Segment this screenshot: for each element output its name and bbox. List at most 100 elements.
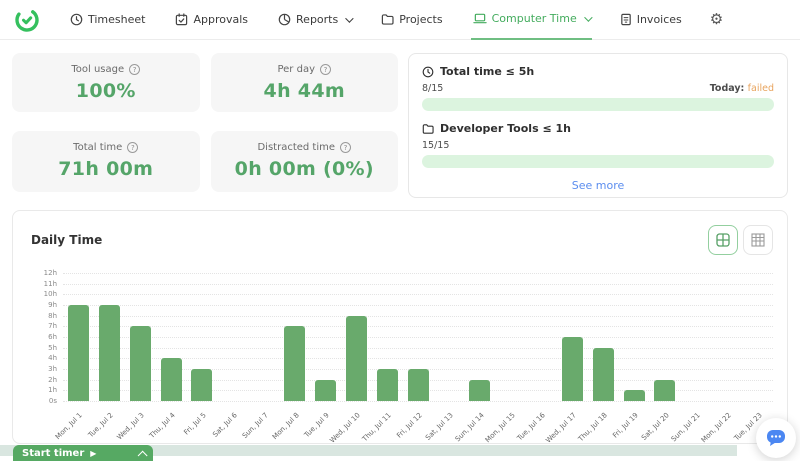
gridline bbox=[63, 358, 773, 360]
y-axis-tick: 1h bbox=[48, 386, 57, 395]
gridline bbox=[63, 273, 773, 274]
see-more-link[interactable]: See more bbox=[571, 179, 625, 192]
help-icon[interactable]: ? bbox=[320, 64, 331, 75]
folder-icon bbox=[422, 123, 434, 134]
nav-label: Invoices bbox=[636, 13, 682, 26]
gridline bbox=[63, 315, 773, 317]
stat-label: Distracted time ? bbox=[211, 142, 399, 153]
y-axis-tick: 11h bbox=[43, 279, 57, 288]
folder-icon bbox=[382, 14, 394, 25]
chart-bar[interactable] bbox=[160, 358, 182, 401]
y-axis-tick: 10h bbox=[43, 290, 57, 299]
nav-label: Reports bbox=[296, 13, 339, 26]
chart-bar[interactable] bbox=[376, 369, 398, 401]
clock-icon bbox=[70, 13, 83, 26]
stat-label-text: Per day bbox=[277, 64, 315, 75]
goal-count: 8/15 bbox=[422, 83, 444, 94]
goal-progress-bar bbox=[422, 155, 774, 168]
chart-view-toggle[interactable] bbox=[708, 225, 738, 255]
goals-panel: Total time ≤ 5h 8/15 Today: failed Devel… bbox=[408, 53, 788, 198]
chart-bar[interactable] bbox=[98, 305, 120, 401]
stat-label: Per day ? bbox=[211, 64, 399, 75]
nav-label: Computer Time bbox=[491, 12, 577, 25]
stat-value: 71h 00m bbox=[58, 158, 154, 180]
nav-item-projects[interactable]: Projects bbox=[379, 0, 444, 40]
chevron-down-icon bbox=[345, 13, 354, 23]
table-view-toggle[interactable] bbox=[743, 225, 773, 255]
stats-grid: Tool usage ? 100% Per day ? 4h 44m Total… bbox=[12, 53, 398, 193]
laptop-icon bbox=[472, 13, 487, 24]
goal-title: Total time ≤ 5h bbox=[422, 65, 774, 78]
y-axis-tick: 0s bbox=[48, 397, 57, 405]
chevron-down-icon bbox=[583, 12, 593, 22]
chart-bar[interactable] bbox=[284, 326, 306, 401]
gear-icon[interactable]: ⚙ bbox=[709, 10, 724, 28]
clock-icon bbox=[422, 66, 434, 77]
chart-bar[interactable] bbox=[191, 369, 213, 401]
calendar-check-icon bbox=[176, 13, 188, 26]
top-navigation: Timesheet Approvals Reports Projects bbox=[0, 0, 800, 40]
gridline bbox=[63, 294, 773, 296]
help-icon[interactable]: ? bbox=[340, 142, 352, 153]
chart-bar[interactable] bbox=[407, 369, 429, 401]
stat-label-text: Total time bbox=[73, 142, 123, 153]
chart-bar[interactable] bbox=[67, 305, 89, 401]
goal-today-status: Today: failed bbox=[710, 83, 774, 94]
nav-label: Projects bbox=[399, 13, 443, 26]
stat-card-tool-usage: Tool usage ? 100% bbox=[12, 53, 200, 112]
nav-item-computer-time[interactable]: Computer Time bbox=[470, 0, 593, 40]
start-timer-button[interactable]: Start timer ▶ bbox=[13, 445, 153, 461]
chat-bubble-icon bbox=[767, 430, 785, 446]
chart-title: Daily Time bbox=[31, 233, 103, 247]
goal-meta-row: 15/15 bbox=[422, 140, 774, 151]
nav-label: Approvals bbox=[193, 13, 249, 26]
stat-label: Tool usage ? bbox=[12, 64, 200, 75]
chart-bar[interactable] bbox=[314, 379, 336, 401]
chart-bar[interactable] bbox=[592, 347, 614, 401]
gridline bbox=[63, 337, 773, 338]
y-axis-tick: 12h bbox=[43, 269, 57, 277]
stat-label-text: Distracted time bbox=[257, 142, 336, 153]
goal-today-label: Today: bbox=[709, 83, 745, 94]
goal-title-text: Developer Tools ≤ 1h bbox=[440, 122, 571, 135]
stat-value: 4h 44m bbox=[263, 80, 345, 102]
play-icon: ▶ bbox=[90, 448, 97, 458]
stat-label: Total time ? bbox=[12, 142, 200, 153]
app-logo-icon[interactable] bbox=[14, 7, 40, 33]
chart-bar[interactable] bbox=[345, 315, 367, 401]
nav-item-timesheet[interactable]: Timesheet bbox=[68, 0, 147, 40]
y-axis-tick: 6h bbox=[48, 333, 57, 341]
help-icon[interactable]: ? bbox=[127, 142, 139, 153]
invoice-icon bbox=[620, 13, 631, 26]
stat-card-distracted-time: Distracted time ? 0h 00m (0%) bbox=[210, 131, 399, 192]
gridline bbox=[63, 326, 773, 328]
start-timer-label: Start timer bbox=[22, 447, 85, 459]
goal-developer-tools: Developer Tools ≤ 1h 15/15 bbox=[422, 122, 774, 168]
nav-item-invoices[interactable]: Invoices bbox=[618, 0, 684, 40]
gridline bbox=[63, 347, 773, 349]
chart-view-toggles bbox=[708, 225, 773, 255]
chart-bar[interactable] bbox=[129, 326, 151, 401]
nav-item-approvals[interactable]: Approvals bbox=[173, 0, 250, 40]
goal-count: 15/15 bbox=[422, 140, 450, 151]
nav-label: Timesheet bbox=[88, 13, 146, 26]
chat-button[interactable] bbox=[756, 418, 796, 458]
stat-card-total-time: Total time ? 71h 00m bbox=[12, 131, 200, 192]
chart-bar[interactable] bbox=[654, 379, 676, 401]
chart-bar[interactable] bbox=[469, 379, 491, 401]
goal-meta-row: 8/15 Today: failed bbox=[422, 83, 774, 94]
nav-item-reports[interactable]: Reports bbox=[276, 0, 354, 40]
stat-value: 100% bbox=[75, 80, 136, 102]
goal-title: Developer Tools ≤ 1h bbox=[422, 122, 774, 135]
horizontal-scrollbar[interactable] bbox=[0, 445, 737, 456]
grid-view-icon bbox=[716, 233, 730, 247]
chart-bar[interactable] bbox=[561, 337, 583, 401]
y-axis-tick: 5h bbox=[48, 343, 57, 352]
help-icon[interactable]: ? bbox=[129, 64, 141, 75]
chart-bar[interactable] bbox=[623, 390, 645, 401]
stat-label-text: Tool usage bbox=[71, 64, 125, 75]
gridline bbox=[63, 283, 773, 285]
y-axis-tick: 3h bbox=[48, 365, 57, 373]
